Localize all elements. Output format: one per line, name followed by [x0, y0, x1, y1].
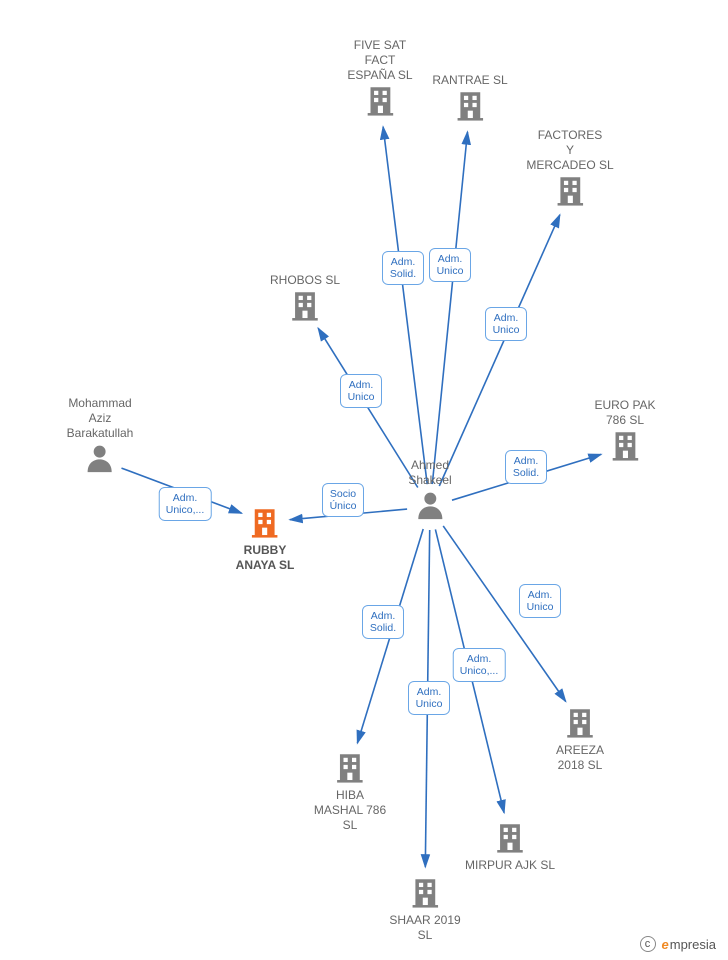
building-icon: [363, 83, 397, 117]
copyright-icon: c: [640, 936, 656, 952]
node-ahmed[interactable]: AhmedShakeel: [408, 458, 451, 526]
node-label: RANTRAE SL: [432, 73, 507, 88]
node-label: SHAAR 2019SL: [389, 913, 460, 943]
building-icon: [563, 705, 597, 739]
edge-label-ahmed-to-factores: Adm.Unico: [485, 307, 527, 341]
node-mirpur[interactable]: MIRPUR AJK SL: [465, 820, 555, 873]
copyright-notice: c empresia: [640, 936, 716, 952]
building-icon: [493, 820, 527, 854]
person-icon: [413, 488, 447, 522]
building-icon: [608, 428, 642, 462]
node-label: EURO PAK786 SL: [594, 398, 655, 428]
node-label: AhmedShakeel: [408, 458, 451, 488]
edge-ahmed-to-fivesat: [383, 127, 427, 484]
edge-label-ahmed-to-fivesat: Adm.Solid.: [382, 251, 424, 285]
edge-label-ahmed-to-rubby: SocioÚnico: [322, 483, 364, 517]
node-label: FACTORESYMERCADEO SL: [526, 128, 613, 173]
edge-label-ahmed-to-rhobos: Adm.Unico: [340, 374, 382, 408]
edge-label-ahmed-to-rantrae: Adm.Unico: [429, 248, 471, 282]
person-icon: [83, 441, 117, 475]
node-label: MIRPUR AJK SL: [465, 858, 555, 873]
building-icon: [288, 288, 322, 322]
edge-label-ahmed-to-mirpur: Adm.Unico,...: [453, 648, 506, 682]
building-icon: [248, 505, 282, 539]
node-fivesat[interactable]: FIVE SATFACTESPAÑA SL: [347, 38, 412, 121]
node-rubby[interactable]: RUBBYANAYA SL: [236, 505, 295, 573]
building-icon: [408, 875, 442, 909]
node-label: HIBAMASHAL 786SL: [314, 788, 386, 833]
node-hiba[interactable]: HIBAMASHAL 786SL: [314, 750, 386, 833]
diagram-canvas: AhmedShakeel MohammadAzizBarakatullah RU…: [0, 0, 728, 960]
edge-label-ahmed-to-areeza: Adm.Unico: [519, 584, 561, 618]
node-label: AREEZA2018 SL: [556, 743, 604, 773]
node-factores[interactable]: FACTORESYMERCADEO SL: [526, 128, 613, 211]
node-label: RHOBOS SL: [270, 273, 340, 288]
copyright-brand: empresia: [662, 937, 716, 952]
node-label: FIVE SATFACTESPAÑA SL: [347, 38, 412, 83]
building-icon: [453, 88, 487, 122]
node-shaar[interactable]: SHAAR 2019SL: [389, 875, 460, 943]
node-label: RUBBYANAYA SL: [236, 543, 295, 573]
edge-label-mohammad-to-rubby: Adm.Unico,...: [159, 487, 212, 521]
node-areeza[interactable]: AREEZA2018 SL: [556, 705, 604, 773]
edge-label-ahmed-to-shaar: Adm.Unico: [408, 681, 450, 715]
edge-label-ahmed-to-hiba: Adm.Solid.: [362, 605, 404, 639]
building-icon: [333, 750, 367, 784]
node-europak[interactable]: EURO PAK786 SL: [594, 398, 655, 466]
node-rhobos[interactable]: RHOBOS SL: [270, 273, 340, 326]
node-rantrae[interactable]: RANTRAE SL: [432, 73, 507, 126]
node-label: MohammadAzizBarakatullah: [67, 396, 134, 441]
node-mohammad[interactable]: MohammadAzizBarakatullah: [67, 396, 134, 479]
edge-label-ahmed-to-europak: Adm.Solid.: [505, 450, 547, 484]
building-icon: [553, 173, 587, 207]
edge-ahmed-to-rantrae: [432, 132, 467, 484]
